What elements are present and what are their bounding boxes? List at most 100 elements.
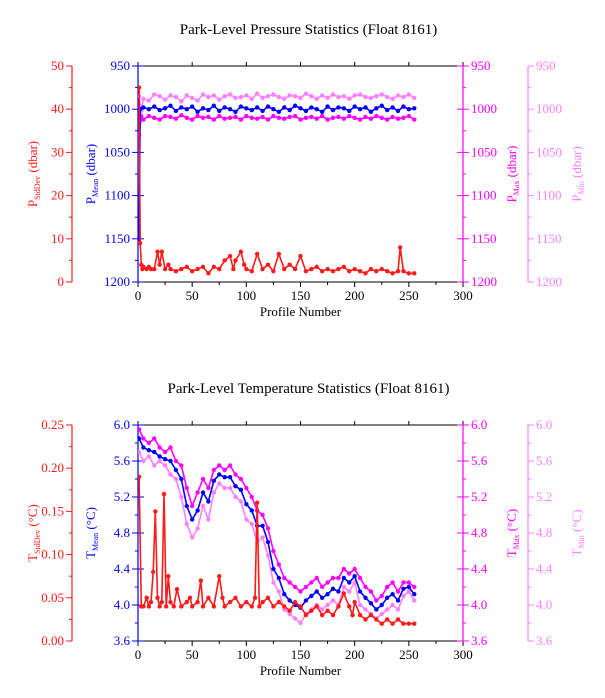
data-point-max [271,548,276,554]
data-point-stddev [357,612,363,618]
data-point-max [179,113,184,118]
data-point-max [368,116,374,121]
y-axis-label-main: P [25,200,40,207]
y-axis-label-main: T [569,549,584,557]
y-tick-label-min: 1100 [536,188,562,203]
data-point-mean [314,107,319,112]
y-axis-label-main: P [504,195,519,202]
data-point-stddev [146,604,152,609]
data-point-min [357,602,363,608]
data-point-mean [309,593,314,599]
data-point-mean [233,484,238,489]
data-point-stddev [174,586,180,592]
data-point-max [141,436,146,441]
data-point-max [265,117,271,122]
data-point-mean [341,575,347,581]
data-point-min [222,485,227,491]
data-point-mean [401,586,406,591]
data-point-stddev [141,604,146,609]
data-point-min [401,94,406,100]
data-point-max [227,463,233,468]
data-point-stddev [347,269,352,274]
data-point-mean [347,580,352,585]
data-point-min [162,97,168,102]
data-point-max [200,115,206,121]
data-point-stddev [352,599,357,605]
data-point-max [227,115,233,121]
data-point-stddev [138,85,142,90]
data-point-stddev [303,612,309,618]
series-min [138,91,417,114]
y-axis-label-min: PMin (dbar) [569,146,586,202]
data-point-stddev [238,249,244,254]
data-point-stddev [244,266,249,272]
data-point-max [211,117,217,122]
y-axis-mean: 1200 1150 1100 1050 1000 950 PMean (dbar) [83,58,144,289]
data-point-mean [282,105,287,110]
data-point-stddev [159,599,165,605]
y-tick-label-max: 3.6 [471,633,488,648]
data-point-mean [157,107,162,113]
x-tick-label: 200 [345,647,365,662]
data-point-min [217,97,222,102]
data-point-stddev [401,621,406,626]
data-point-stddev [153,509,158,514]
y-tick-label-stddev: 50 [51,58,64,73]
series-mean [138,436,417,612]
y-tick-label-stddev: 10 [51,231,64,246]
data-point-max [314,116,319,121]
data-point-min [179,494,184,500]
data-point-mean [260,523,265,528]
data-point-stddev [363,271,368,276]
y-axis-label-stddev: TStdDev (°C) [25,504,42,562]
data-point-stddev [271,269,276,274]
data-point-stddev [254,500,260,505]
data-point-mean [265,104,271,109]
data-point-stddev [249,269,254,274]
y-axis-label-subscript: Max [512,181,521,196]
y-tick-label-min: 4.4 [536,561,553,576]
y-tick-label-min: 5.2 [536,489,552,504]
data-point-stddev [222,604,227,609]
data-point-stddev [303,269,309,274]
data-point-min [233,494,238,500]
data-point-min [374,94,379,99]
data-point-max [330,575,336,581]
data-point-mean [303,108,309,114]
data-point-mean [395,108,401,114]
y-tick-label-max: 950 [471,58,491,73]
y-axis-min: 3.6 4.0 4.4 4.8 5.2 5.6 6.0 TMin (°C) [527,417,586,648]
y-axis-stddev: 0.00 0.05 0.10 0.15 0.20 0.25 TStdDev (°C) [25,417,73,648]
data-point-stddev [395,617,401,622]
data-point-min [162,463,168,468]
data-point-min [303,91,309,96]
data-point-mean [395,598,401,603]
data-point-max [157,117,162,122]
data-point-min [206,517,211,522]
y-axis-label-subscript: Min [577,535,586,548]
data-point-min [390,602,395,608]
data-point-stddev [368,612,374,618]
y-axis-mean: 3.6 4.0 4.4 4.8 5.2 5.6 6.0 TMean (°C) [83,417,144,648]
data-point-min [260,95,265,101]
data-layer [138,427,417,626]
data-point-stddev [252,595,258,600]
data-point-max [217,463,222,468]
data-point-stddev [233,595,238,600]
data-point-mean [352,574,357,579]
y-axis-max: 3.6 4.0 4.4 4.8 5.2 5.6 6.0 TMax (°C) [457,417,521,648]
data-point-stddev [265,262,271,267]
x-tick-label: 300 [453,288,473,303]
data-point-max [238,476,244,482]
data-point-max [238,117,244,122]
data-point-max [179,463,184,468]
chart-panel-2: Park-Level Temperature Statistics (Float… [25,381,586,678]
data-point-stddev [406,621,412,626]
data-point-min [282,96,287,102]
x-tick-label: 200 [345,288,365,303]
y-axis-label-unit: (dbar) [25,141,40,176]
data-point-mean [138,436,142,441]
y-tick-label-mean: 3.6 [114,633,131,648]
data-point-stddev [220,595,225,600]
y-axis-label-main: P [83,197,98,204]
